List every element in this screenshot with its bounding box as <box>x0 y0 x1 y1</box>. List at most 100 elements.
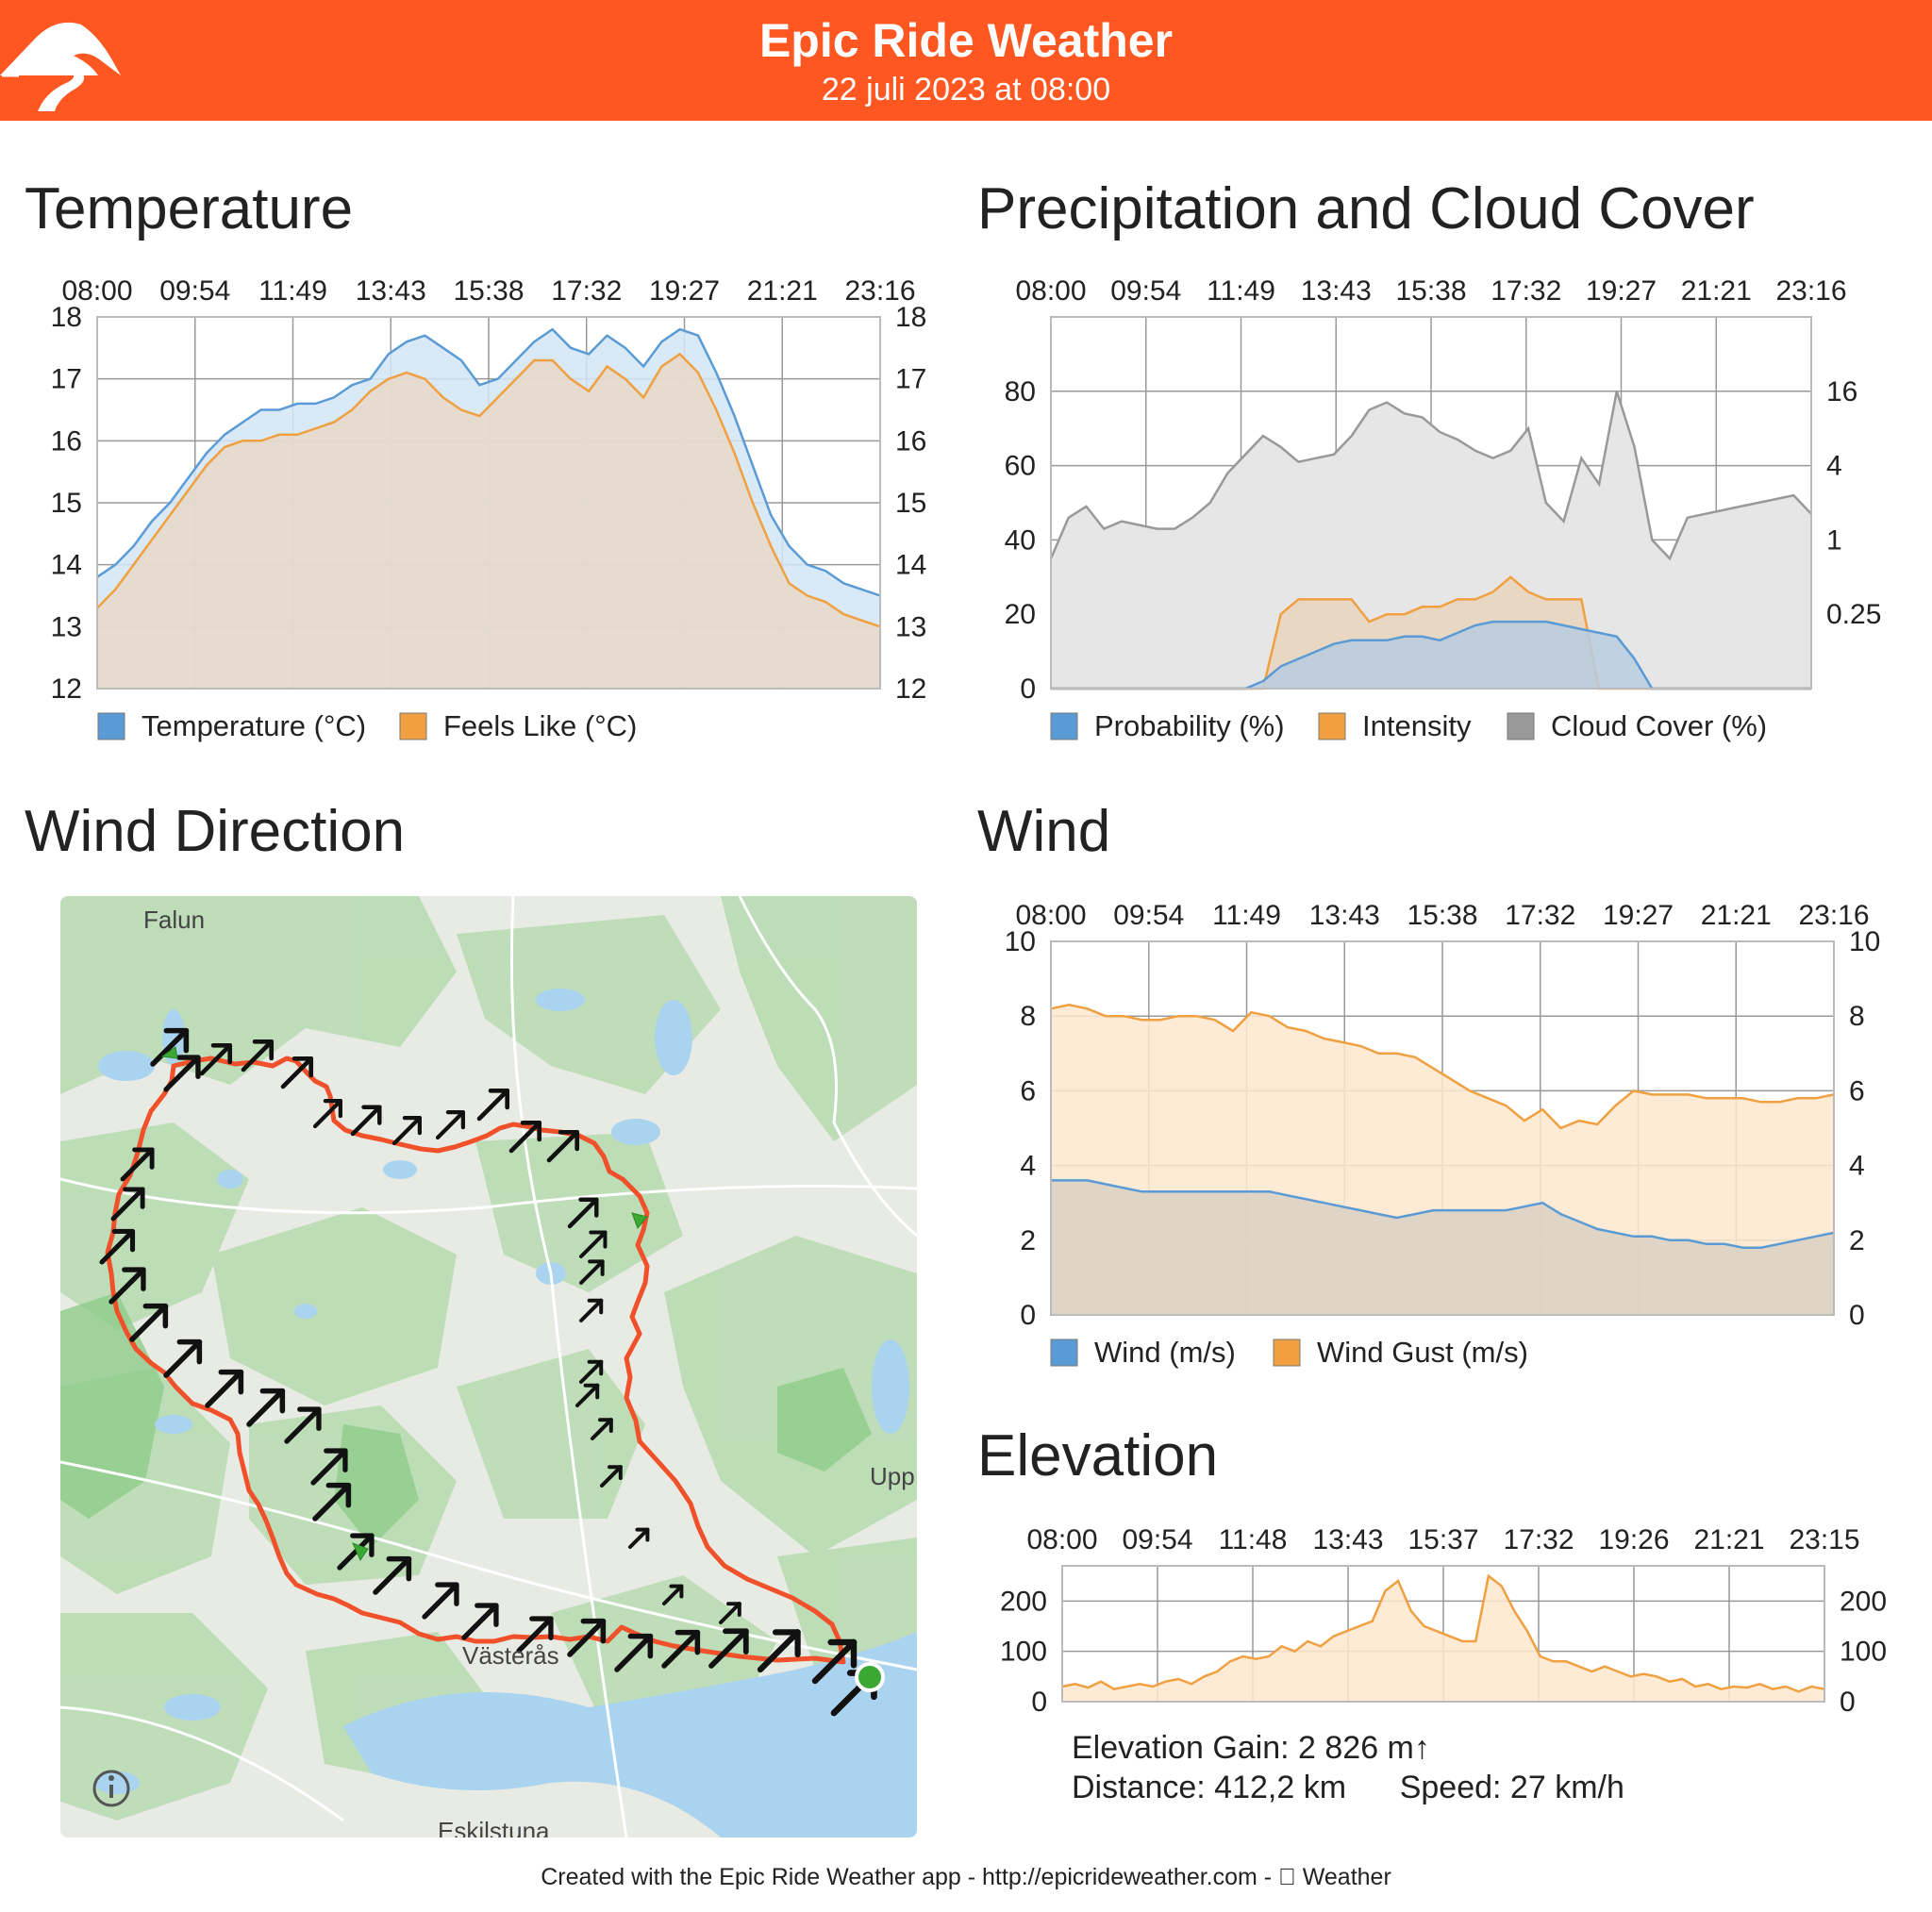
x-tick-label: 17:32 <box>1491 275 1561 307</box>
wind-arrow <box>163 1338 203 1378</box>
distance: Distance: 412,2 km <box>1072 1770 1347 1805</box>
y-tick-label-right: 6 <box>1849 1075 1865 1106</box>
plot-border <box>1061 1565 1825 1703</box>
x-tick-label: 13:43 <box>1301 275 1372 307</box>
x-tick-label: 21:21 <box>1693 1524 1764 1555</box>
wind-arrow <box>108 1267 146 1305</box>
wind-arrow <box>284 1406 322 1444</box>
elevation-line <box>1061 1573 1825 1693</box>
legend-swatch <box>1318 712 1346 740</box>
wind-arrow <box>150 1027 190 1067</box>
y-tick-label: 0 <box>1020 1300 1036 1331</box>
x-tick-label: 09:54 <box>159 275 230 307</box>
x-tick-label: 21:21 <box>747 275 818 307</box>
info-icon <box>92 1770 130 1807</box>
x-tick-label: 17:32 <box>1505 900 1575 931</box>
wind-arrow <box>757 1629 801 1673</box>
x-tick-label: 11:49 <box>1207 275 1275 307</box>
wind-arrow <box>373 1555 412 1595</box>
y-tick-label: 12 <box>51 673 82 705</box>
y-tick-label-right: 13 <box>895 611 926 642</box>
wind-arrow <box>614 1633 654 1672</box>
wind-arrow <box>99 1228 136 1265</box>
x-tick-label: 13:43 <box>1312 1524 1383 1555</box>
y-tick-label-right: 16 <box>1826 376 1857 407</box>
legend-swatch <box>399 712 427 740</box>
plot-border <box>1050 316 1812 690</box>
x-tick-label: 09:54 <box>1110 275 1181 307</box>
x-tick-label: 21:21 <box>1701 900 1772 931</box>
x-tick-label: 19:26 <box>1598 1524 1669 1555</box>
y-tick-label: 15 <box>51 488 82 519</box>
ride-date: 22 juli 2023 at 08:00 <box>821 72 1111 108</box>
legend-label: Wind Gust (m/s) <box>1317 1336 1528 1369</box>
plot-border <box>1050 940 1835 1316</box>
legend-label: Intensity <box>1362 709 1472 742</box>
wind-arrow <box>241 1039 275 1072</box>
x-tick-label: 08:00 <box>61 275 132 307</box>
feels-like-c-line <box>96 352 881 628</box>
x-tick-label: 08:00 <box>1015 900 1086 931</box>
y-tick-label-right: 17 <box>895 364 926 395</box>
wind-arrow <box>811 1638 858 1685</box>
x-tick-label: 23:16 <box>1798 900 1869 931</box>
legend-label: Cloud Cover (%) <box>1551 709 1767 742</box>
y-tick-label: 4 <box>1020 1151 1036 1182</box>
y-tick-label: 200 <box>1000 1586 1047 1617</box>
wind-arrow <box>567 1618 607 1657</box>
wind-arrow <box>312 1482 352 1521</box>
y-tick-label-right: 0 <box>1849 1300 1865 1331</box>
wind-arrow <box>476 1088 510 1122</box>
x-tick-label: 19:27 <box>1603 900 1674 931</box>
y-tick-label: 18 <box>51 302 82 333</box>
wind-arrow <box>579 1359 604 1384</box>
x-tick-label: 11:49 <box>1212 900 1281 931</box>
elevation-area <box>1062 1575 1824 1702</box>
wind-arrow <box>120 1147 155 1182</box>
y-tick-label-right: 0.25 <box>1826 599 1881 630</box>
y-tick-label: 17 <box>51 364 82 395</box>
precipitation-title: Precipitation and Cloud Cover <box>977 176 1755 241</box>
x-tick-label: 15:38 <box>1407 900 1477 931</box>
legend-label: Temperature (°C) <box>142 709 366 742</box>
map-canvas <box>60 896 917 1837</box>
elevation-title: Elevation <box>977 1423 1219 1488</box>
x-tick-label: 23:16 <box>844 275 915 307</box>
wind-arrow <box>199 1042 233 1076</box>
y-tick-label: 60 <box>1005 451 1036 482</box>
wind-arrow <box>280 1056 314 1089</box>
y-tick-label-right: 100 <box>1840 1637 1887 1668</box>
legend-swatch <box>1050 1338 1078 1367</box>
precipitation-chart: 08:00 09:54 11:49 13:43 15:38 17:32 19:27 21:21… <box>1005 275 1882 742</box>
y-tick-label-right: 18 <box>895 302 926 333</box>
wind-arrow <box>600 1465 623 1488</box>
y-tick-label-right: 8 <box>1849 1001 1865 1032</box>
wind-title: Wind <box>977 799 1111 864</box>
cloud-cover-line <box>1049 391 1812 561</box>
wind-arrow <box>591 1418 613 1440</box>
wind-arrow <box>110 1187 145 1222</box>
y-tick-label-right: 14 <box>895 550 926 581</box>
x-tick-label: 13:43 <box>356 275 426 307</box>
wind-arrow <box>205 1369 244 1408</box>
wind-arrow <box>391 1116 422 1146</box>
temperature-c-line <box>96 327 881 597</box>
y-tick-label: 0 <box>1020 673 1036 705</box>
footer-credits: Created with the Epic Ride Weather app -… <box>541 1864 1391 1890</box>
wind-m-s-line <box>1051 1179 1835 1249</box>
y-tick-label: 20 <box>1005 599 1036 630</box>
x-tick-label: 17:32 <box>551 275 622 307</box>
intensity-area <box>1051 576 1811 689</box>
y-tick-label-right: 10 <box>1849 926 1880 957</box>
wind-arrow <box>579 1298 604 1322</box>
wind-arrow <box>310 1448 348 1486</box>
legend-swatch <box>1273 1338 1301 1367</box>
x-tick-label: 11:49 <box>258 275 327 307</box>
x-tick-label: 15:38 <box>1395 275 1466 307</box>
wind-direction-map[interactable]: Falun Upp Västerås Eskilstuna <box>60 896 917 1837</box>
wind-arrow <box>628 1527 650 1549</box>
elevation-gain: Elevation Gain: 2 826 m↑ <box>1072 1730 1430 1766</box>
wind-arrow <box>579 1230 608 1258</box>
y-tick-label: 13 <box>51 611 82 642</box>
x-tick-label: 09:54 <box>1122 1524 1192 1555</box>
